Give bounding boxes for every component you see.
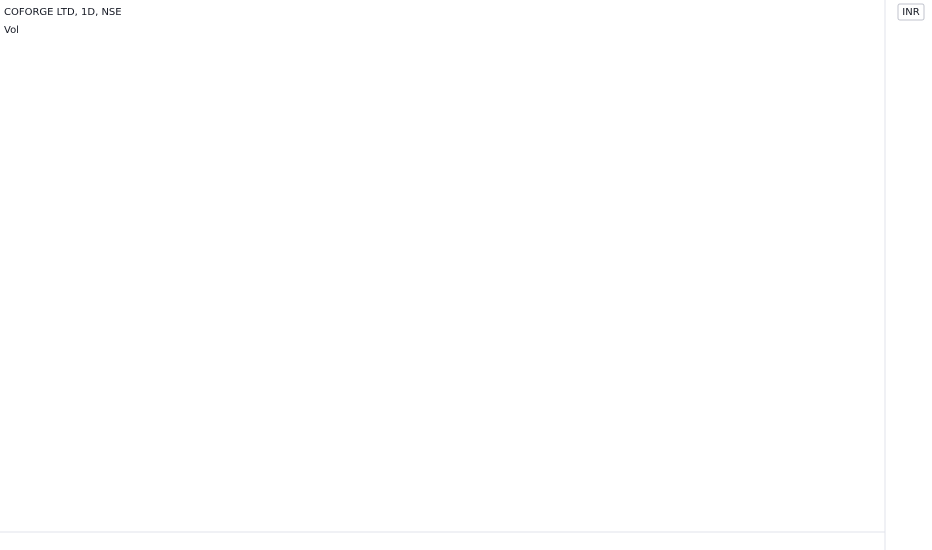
- volume-label: Vol: [4, 25, 19, 36]
- currency-box[interactable]: [897, 3, 925, 21]
- currency[interactable]: INR: [902, 7, 919, 18]
- chart-title: COFORGE LTD, 1D, NSE: [4, 7, 122, 18]
